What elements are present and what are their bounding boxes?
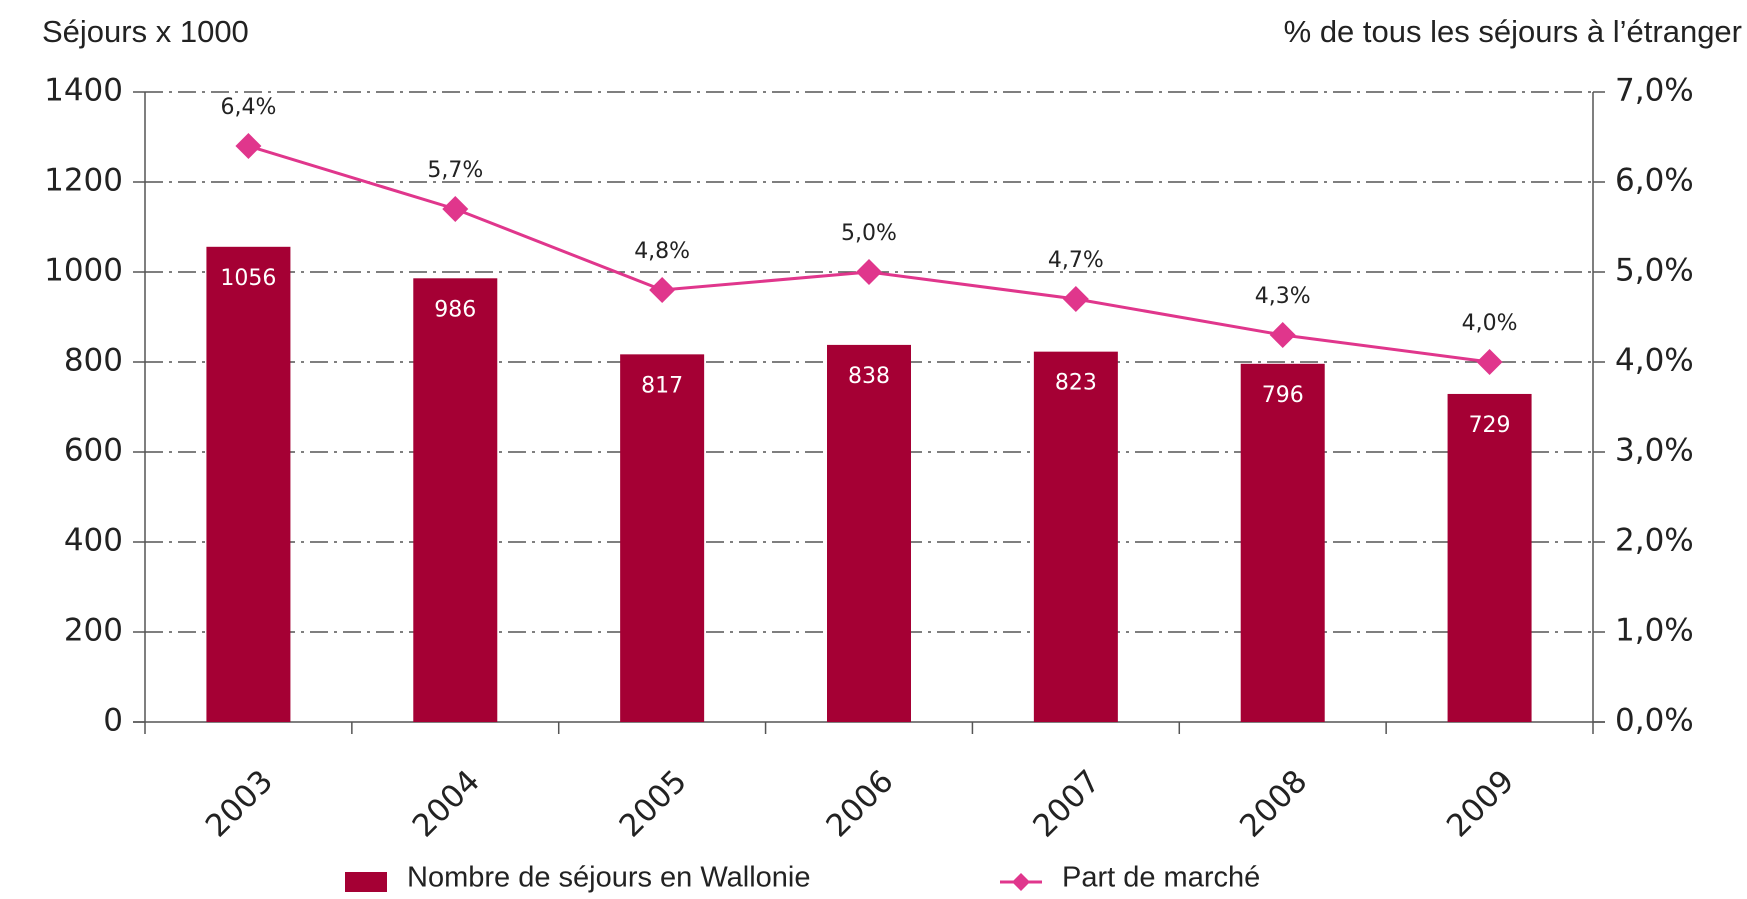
x-tick-label: 2005	[613, 763, 694, 844]
y-tick-label: 600	[64, 433, 123, 469]
y-tick-label: 800	[64, 343, 123, 379]
bar-label: 986	[434, 297, 476, 322]
x-tick-label: 2009	[1440, 763, 1521, 844]
line-marker	[442, 196, 469, 222]
line-marker	[1062, 286, 1089, 312]
bar-label: 729	[1469, 413, 1511, 438]
bar	[827, 344, 911, 722]
line-marker	[649, 277, 676, 303]
y2-tick-label: 5,0%	[1615, 253, 1694, 289]
bar	[1447, 393, 1532, 722]
bar	[1033, 351, 1118, 722]
legend-label: Nombre de séjours en Wallonie	[407, 862, 811, 894]
y2-tick-label: 4,0%	[1615, 343, 1694, 379]
bar	[1240, 363, 1325, 722]
bar-label: 838	[848, 364, 890, 389]
line-label: 4,0%	[1462, 311, 1518, 336]
line-marker	[235, 133, 262, 159]
bar	[413, 278, 498, 722]
line-label: 5,0%	[841, 221, 897, 246]
y2-tick-label: 6,0%	[1615, 163, 1694, 199]
line-marker	[1476, 349, 1503, 375]
line-label: 4,8%	[634, 239, 690, 264]
line-label: 4,7%	[1048, 248, 1104, 273]
y-tick-label: 1200	[44, 163, 123, 199]
y-axis-title: Séjours x 1000	[42, 14, 249, 49]
bar-label: 1056	[220, 266, 276, 291]
y2-tick-label: 0,0%	[1615, 703, 1694, 739]
line-label: 5,7%	[427, 158, 483, 183]
bar-label: 823	[1055, 371, 1097, 396]
legend-marker	[1012, 873, 1030, 891]
bar-label: 796	[1262, 383, 1304, 408]
y2-tick-label: 7,0%	[1615, 73, 1694, 109]
x-tick-label: 2003	[199, 763, 280, 844]
y2-tick-label: 2,0%	[1615, 523, 1694, 559]
y2-tick-label: 1,0%	[1615, 613, 1694, 649]
x-tick-label: 2006	[819, 763, 900, 844]
x-tick-label: 2007	[1026, 763, 1107, 844]
bar	[206, 246, 291, 723]
x-tick-label: 2004	[406, 763, 487, 844]
line-label: 4,3%	[1255, 284, 1311, 309]
y-tick-label: 0	[103, 703, 123, 739]
bar-label: 817	[641, 373, 683, 398]
line-label: 6,4%	[220, 95, 276, 120]
line-marker	[1269, 322, 1296, 348]
y-tick-label: 400	[64, 523, 123, 559]
y-tick-label: 200	[64, 613, 123, 649]
y2-tick-label: 3,0%	[1615, 433, 1694, 469]
line-marker	[856, 259, 882, 285]
y-tick-label: 1000	[44, 253, 123, 289]
legend-swatch	[345, 872, 387, 892]
x-tick-label: 2008	[1233, 763, 1314, 844]
y2-axis-title: % de tous les séjours à l’étranger	[1284, 14, 1742, 49]
bar	[620, 354, 705, 722]
y-tick-label: 1400	[44, 73, 123, 109]
legend-label: Part de marché	[1062, 862, 1260, 894]
